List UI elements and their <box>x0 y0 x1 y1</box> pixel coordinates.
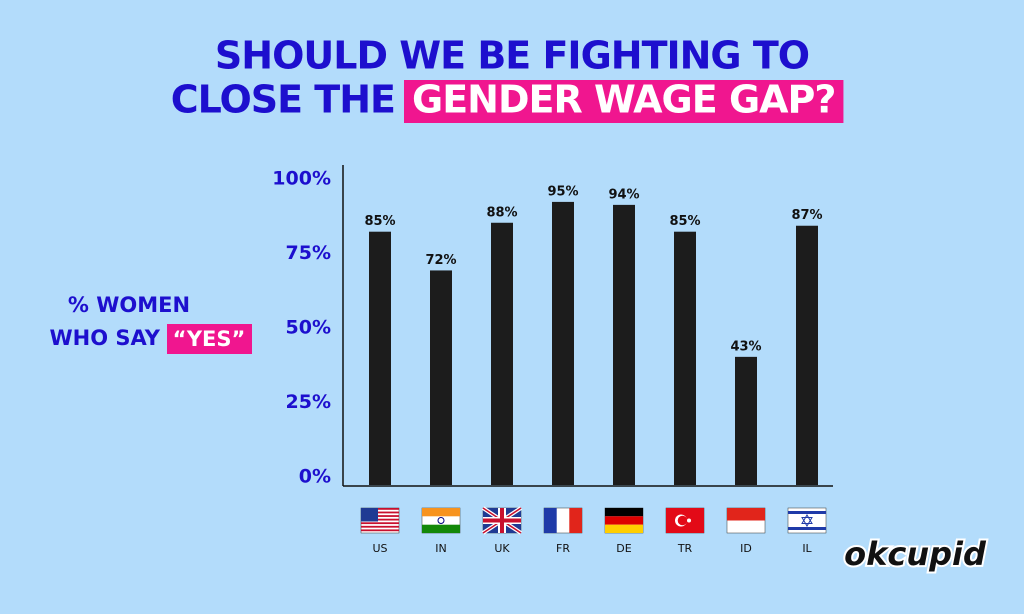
x-tick-label: ID <box>740 542 752 555</box>
flag-part <box>677 515 688 526</box>
title-highlight <box>404 80 844 123</box>
chart-title: SHOULD WE BE FIGHTING TO <box>215 34 809 78</box>
flag-part <box>361 518 399 521</box>
x-tick-label: TR <box>677 542 693 555</box>
flag-part <box>788 527 826 530</box>
value-label: 94% <box>608 187 639 202</box>
flag <box>604 507 644 534</box>
y-axis-label: % WOMEN <box>68 293 190 317</box>
flag <box>481 506 523 535</box>
chart-title: GENDER WAGE GAP? <box>412 78 835 122</box>
y-tick-label: 100% <box>272 168 331 190</box>
value-label: 87% <box>791 208 822 223</box>
value-label: 95% <box>547 184 578 199</box>
flag-part <box>788 511 826 514</box>
flag-part <box>483 518 521 523</box>
flag-part <box>727 508 765 521</box>
x-tick-label: IN <box>435 542 446 555</box>
label-highlight <box>167 324 252 354</box>
flag-part <box>361 525 399 528</box>
y-tick-label: 25% <box>286 391 331 413</box>
bar <box>369 231 391 485</box>
flag-part <box>801 514 813 527</box>
bar <box>674 231 696 485</box>
y-tick-label: 50% <box>286 317 331 339</box>
bar <box>430 270 452 485</box>
y-axis-label: WHO SAY <box>50 326 161 350</box>
y-axis-label: “YES” <box>173 327 246 351</box>
value-label: 72% <box>425 253 456 268</box>
flag-part <box>422 508 460 517</box>
flag <box>787 507 827 534</box>
bar <box>613 204 635 485</box>
flag-part <box>361 508 378 522</box>
flag-part <box>361 515 399 517</box>
flag-part <box>605 524 643 533</box>
flag <box>543 507 583 534</box>
flag-part <box>361 511 399 514</box>
flag <box>665 507 705 534</box>
value-label: 88% <box>486 205 517 220</box>
bar <box>491 222 513 485</box>
value-label: 85% <box>364 214 395 229</box>
flag-part <box>605 516 643 525</box>
y-tick-label: 0% <box>299 466 331 488</box>
bar <box>735 356 757 485</box>
flag <box>421 507 461 534</box>
flag-part <box>687 518 691 523</box>
flag-part <box>437 517 445 524</box>
flag <box>726 507 766 534</box>
value-label: 43% <box>730 339 761 354</box>
logo: okcupid <box>844 535 987 573</box>
value-label: 85% <box>669 214 700 229</box>
y-tick-label: 75% <box>286 242 331 264</box>
x-tick-label: UK <box>494 542 510 555</box>
flag-part <box>422 524 460 533</box>
flag-part <box>361 508 399 510</box>
x-tick-label: FR <box>556 542 570 555</box>
x-tick-label: DE <box>616 542 631 555</box>
bar <box>552 201 574 485</box>
bar <box>796 225 818 486</box>
flag-part <box>605 508 643 517</box>
flag <box>360 507 400 534</box>
chart-title: CLOSE THE <box>171 78 395 122</box>
x-tick-label: IL <box>802 542 812 555</box>
flag-part <box>361 522 399 525</box>
flag-part <box>361 529 399 532</box>
flag-part <box>569 508 582 533</box>
flag-part <box>544 508 557 533</box>
x-tick-label: US <box>372 542 387 555</box>
